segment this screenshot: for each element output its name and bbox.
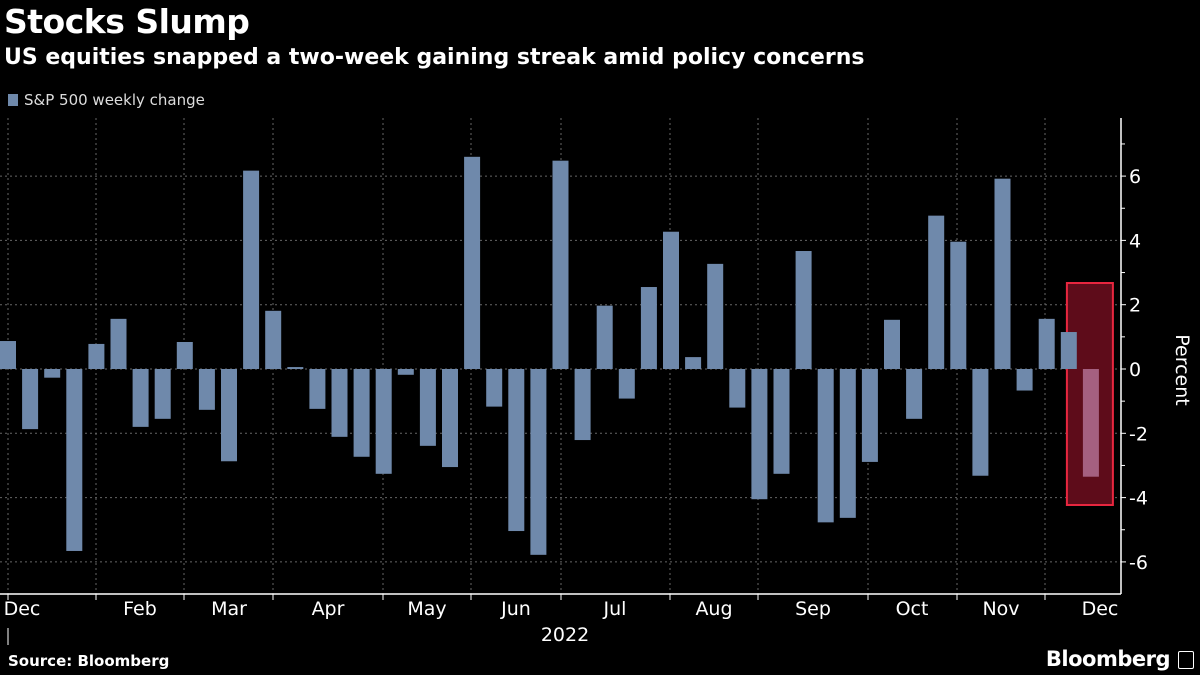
bar <box>508 369 525 532</box>
bar <box>88 343 105 369</box>
bar <box>972 369 989 476</box>
bar <box>419 369 436 446</box>
bar <box>44 369 61 378</box>
bar <box>22 369 39 430</box>
bar <box>442 369 458 468</box>
x-tick-label: Dec <box>1082 598 1119 620</box>
bar <box>176 341 193 369</box>
x-tick-label: May <box>407 598 446 620</box>
bar <box>729 369 746 408</box>
chart-subtitle: US equities snapped a two-week gaining s… <box>4 45 865 70</box>
bar <box>331 369 348 437</box>
bloomberg-logo-icon <box>1178 651 1194 669</box>
bar <box>861 369 878 462</box>
bar <box>906 369 923 419</box>
x-tick-label: Jul <box>603 598 627 620</box>
y-tick-label: 6 <box>1129 166 1141 188</box>
bar <box>221 369 237 462</box>
bar <box>530 369 547 555</box>
bar <box>928 215 945 369</box>
bar <box>0 341 16 369</box>
x-year-label: 2022 <box>541 624 589 646</box>
x-tick-label: Nov <box>982 598 1019 620</box>
bar <box>596 305 613 369</box>
bar <box>154 369 171 419</box>
y-tick-label: -2 <box>1129 423 1148 445</box>
bar <box>994 178 1011 369</box>
x-tick-label: Dec <box>4 598 41 620</box>
bar <box>110 318 127 369</box>
bar <box>375 369 392 474</box>
bar <box>243 170 260 369</box>
source-note: Source: Bloomberg <box>8 652 170 670</box>
bar <box>397 369 414 375</box>
bar <box>486 369 503 407</box>
x-tick-label: Jun <box>500 598 531 620</box>
bar <box>618 369 635 399</box>
bar <box>817 369 834 523</box>
x-tick-label: Mar <box>211 598 247 620</box>
x-tick-label: Aug <box>695 598 732 620</box>
y-tick-label: 4 <box>1129 230 1141 252</box>
bar <box>950 241 967 369</box>
y-tick-label: -4 <box>1129 488 1148 510</box>
bar <box>685 357 702 369</box>
bar <box>707 263 724 369</box>
y-tick-label: -6 <box>1129 552 1148 574</box>
y-tick-label: 2 <box>1129 295 1141 317</box>
bar <box>640 287 657 369</box>
bar <box>663 231 679 369</box>
bar <box>1060 332 1077 369</box>
bar <box>773 369 790 474</box>
bar <box>1038 318 1055 369</box>
legend-label: S&P 500 weekly change <box>24 91 205 109</box>
bar <box>552 160 569 369</box>
x-tick-label: Sep <box>795 598 831 620</box>
bar <box>464 156 481 369</box>
bar <box>839 369 856 518</box>
bloomberg-logo: Bloomberg <box>1045 647 1171 671</box>
bar <box>353 369 370 457</box>
legend-swatch <box>8 94 18 106</box>
bar <box>198 369 215 410</box>
bar <box>66 369 83 551</box>
bar <box>265 310 282 369</box>
bar <box>287 367 304 369</box>
y-tick-label: 0 <box>1129 359 1141 381</box>
bar <box>884 319 900 369</box>
chart-title: Stocks Slump <box>4 2 250 41</box>
bar <box>132 369 149 427</box>
legend: S&P 500 weekly change <box>8 91 205 109</box>
bar <box>1016 369 1033 391</box>
x-tick-label: Feb <box>123 598 157 620</box>
x-tick-label: Oct <box>896 598 929 620</box>
y-axis-label: Percent <box>1171 334 1193 406</box>
bar <box>795 251 812 369</box>
bar <box>309 369 326 409</box>
bar <box>1082 369 1099 477</box>
bar <box>751 369 768 500</box>
x-tick-label: Apr <box>312 598 345 620</box>
bar <box>574 369 591 441</box>
